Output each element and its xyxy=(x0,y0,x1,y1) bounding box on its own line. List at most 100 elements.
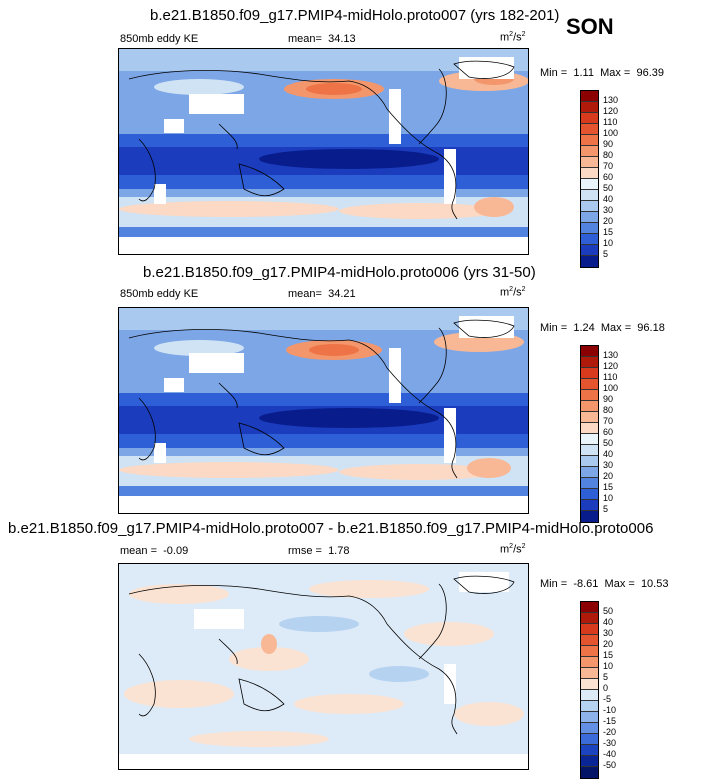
colorbar-swatch xyxy=(581,456,598,467)
colorbar-tick-label: 80 xyxy=(603,150,614,160)
panel-1-variable: 850mb eddy KE xyxy=(120,33,199,45)
colorbar-swatch xyxy=(581,690,598,701)
panel-3-rmse-value: 1.78 xyxy=(328,545,350,557)
colorbar-swatch xyxy=(581,357,598,368)
colorbar-tick-label: 15 xyxy=(603,650,614,660)
colorbar-tick-label: 30 xyxy=(603,460,614,470)
colorbar-tick-label: 70 xyxy=(603,416,614,426)
colorbar-tick-label: 20 xyxy=(603,471,614,481)
colorbar-tick-label: 100 xyxy=(603,128,619,138)
panel-2-mean-value: 34.21 xyxy=(328,288,356,300)
panel-3-rmse: rmse = 1.78 xyxy=(288,545,349,557)
panel-2-variable: 850mb eddy KE xyxy=(120,288,199,300)
colorbar-tick-label: -10 xyxy=(603,705,617,715)
colorbar-tick-label: 40 xyxy=(603,617,614,627)
panel-1-mean-label: mean= xyxy=(288,33,322,45)
colorbar-swatch xyxy=(581,102,598,113)
colorbar-swatch xyxy=(581,390,598,401)
panel-2-colorbar-ticks: 130 120 110 100 90 80 70 60 50 40 30 20 15 10 5 xyxy=(603,350,633,515)
colorbar-swatch xyxy=(581,201,598,212)
colorbar-swatch xyxy=(581,712,598,723)
colorbar-tick-label: -20 xyxy=(603,727,617,737)
colorbar-swatch xyxy=(581,602,598,613)
colorbar-swatch xyxy=(581,368,598,379)
colorbar-tick-label: 5 xyxy=(603,504,609,514)
colorbar-swatch xyxy=(581,657,598,668)
panel-3-unit: m2/s2 xyxy=(500,543,526,556)
panel-1-max-value: 96.39 xyxy=(636,67,664,79)
colorbar-tick-label: -40 xyxy=(603,749,617,759)
panel-2-colorbar xyxy=(580,345,599,523)
colorbar-swatch xyxy=(581,179,598,190)
colorbar-swatch xyxy=(581,745,598,756)
colorbar-tick-label: -50 xyxy=(603,760,617,770)
panel-2-map xyxy=(118,307,529,514)
colorbar-swatch xyxy=(581,234,598,245)
panel-2-max-value: 96.18 xyxy=(637,322,665,334)
panel-3-title: b.e21.B1850.f09_g17.PMIP4-midHolo.proto0… xyxy=(8,520,654,537)
colorbar-swatch xyxy=(581,679,598,690)
colorbar-swatch xyxy=(581,613,598,624)
colorbar-tick-label: 50 xyxy=(603,183,614,193)
colorbar-swatch xyxy=(581,767,598,778)
colorbar-swatch xyxy=(581,113,598,124)
panel-1-colorbar xyxy=(580,90,599,268)
colorbar-swatch xyxy=(581,701,598,712)
colorbar-swatch xyxy=(581,423,598,434)
colorbar-tick-label: 15 xyxy=(603,227,614,237)
colorbar-swatch xyxy=(581,401,598,412)
colorbar-swatch xyxy=(581,646,598,657)
panel-3-mean-value: -0.09 xyxy=(163,545,189,557)
panel-2-unit: m2/s2 xyxy=(500,286,526,299)
colorbar-tick-label: 10 xyxy=(603,238,614,248)
colorbar-swatch xyxy=(581,124,598,135)
colorbar-tick-label: -15 xyxy=(603,716,617,726)
colorbar-tick-label: 20 xyxy=(603,216,614,226)
colorbar-tick-label: 5 xyxy=(603,249,609,259)
panel-2-mean-label: mean= xyxy=(288,288,322,300)
colorbar-swatch xyxy=(581,489,598,500)
panel-2-title: b.e21.B1850.f09_g17.PMIP4-midHolo.proto0… xyxy=(143,264,536,281)
colorbar-tick-label: 40 xyxy=(603,449,614,459)
colorbar-tick-label: 60 xyxy=(603,172,614,182)
colorbar-swatch xyxy=(581,445,598,456)
panel-2-minmax: Min = 1.24 Max = 96.18 xyxy=(540,322,665,334)
colorbar-swatch xyxy=(581,511,598,522)
colorbar-swatch xyxy=(581,412,598,423)
colorbar-tick-label: 0 xyxy=(603,683,609,693)
colorbar-swatch xyxy=(581,434,598,445)
panel-3-max-value: 10.53 xyxy=(640,578,669,590)
panel-1-min-value: 1.11 xyxy=(573,67,594,79)
colorbar-tick-label: 30 xyxy=(603,205,614,215)
panel-1-colorbar-ticks: 130 120 110 100 90 80 70 60 50 40 30 20 15 10 5 xyxy=(603,95,633,260)
colorbar-tick-label: 80 xyxy=(603,405,614,415)
colorbar-tick-label: 10 xyxy=(603,661,614,671)
panel-1-mean: mean= 34.13 xyxy=(288,33,356,45)
colorbar-swatch xyxy=(581,135,598,146)
colorbar-tick-label: 5 xyxy=(603,672,609,682)
panel-3-map xyxy=(118,563,529,770)
colorbar-swatch xyxy=(581,212,598,223)
colorbar-tick-label: 20 xyxy=(603,639,614,649)
panel-1-map xyxy=(118,48,529,255)
panel-3-rmse-label: rmse = xyxy=(288,545,322,557)
panel-1-unit: m2/s2 xyxy=(500,31,526,44)
colorbar-tick-label: 50 xyxy=(603,606,614,616)
colorbar-tick-label: 15 xyxy=(603,482,614,492)
colorbar-tick-label: 100 xyxy=(603,383,619,393)
colorbar-swatch xyxy=(581,668,598,679)
colorbar-swatch xyxy=(581,624,598,635)
panel-1-mean-value: 34.13 xyxy=(328,33,356,45)
colorbar-swatch xyxy=(581,245,598,256)
panel-3-colorbar-ticks: 50 40 30 20 15 10 5 0 -5 -10 -15 -20 -30 -40 -50 xyxy=(603,606,633,771)
panel-1-minmax: Min = 1.11 Max = 96.39 xyxy=(540,67,664,79)
colorbar-swatch xyxy=(581,723,598,734)
colorbar-swatch xyxy=(581,756,598,767)
colorbar-swatch xyxy=(581,500,598,511)
colorbar-tick-label: 130 xyxy=(603,350,619,360)
colorbar-tick-label: 90 xyxy=(603,394,614,404)
colorbar-swatch xyxy=(581,379,598,390)
colorbar-tick-label: 120 xyxy=(603,106,619,116)
colorbar-swatch xyxy=(581,91,598,102)
colorbar-tick-label: 70 xyxy=(603,161,614,171)
